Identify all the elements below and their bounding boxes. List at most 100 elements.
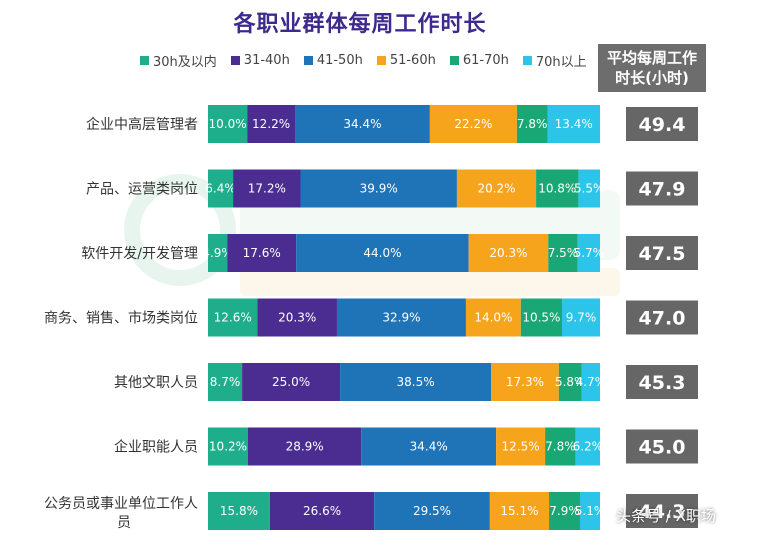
bar-segment	[491, 363, 559, 401]
category-label: 产品、运营类岗位	[86, 182, 198, 198]
bar-data-label: 7.5%	[548, 246, 579, 260]
bar-data-label: 39.9%	[360, 182, 398, 196]
legend-item: 61-70h	[449, 52, 509, 68]
bar-data-label: 20.3%	[278, 311, 316, 325]
bar-data-label: 17.2%	[248, 182, 286, 196]
bar-data-label: 25.0%	[272, 375, 310, 389]
bar-segment	[578, 169, 600, 208]
bar-segment	[300, 169, 457, 208]
bar-segment	[374, 492, 490, 530]
bar-segment	[296, 234, 469, 272]
bar-segment	[233, 169, 301, 208]
category-label: 商务、销售、市场类岗位	[44, 310, 198, 327]
bar-segment	[208, 169, 234, 208]
legend-swatch	[303, 55, 313, 65]
category-label: 公务员或事业单位工作人员	[44, 496, 198, 531]
bar-data-label: 5.1%	[575, 504, 606, 518]
bar-data-label: 38.5%	[396, 375, 434, 389]
average-hours-box	[626, 300, 698, 335]
legend: 30h及以内 31-40h 41-50h 51-60h 61-70h 70h以上	[140, 50, 601, 70]
bar-segment	[536, 169, 579, 208]
bar-data-label: 44.0%	[363, 246, 401, 260]
bar-data-label: 6.2%	[573, 440, 604, 454]
bar-segment	[257, 298, 337, 337]
bar-data-label: 34.4%	[410, 440, 448, 454]
bar-segment	[548, 234, 578, 272]
average-hours-value: 47.0	[639, 308, 686, 330]
bar-segment	[465, 298, 521, 337]
average-hours-box	[626, 236, 698, 270]
legend-swatch	[522, 55, 532, 65]
legend-label: 51-60h	[389, 52, 436, 68]
bar-segment	[208, 363, 243, 401]
bar-data-label: 10.8%	[538, 182, 576, 196]
legend-item: 30h及以内	[140, 51, 217, 70]
bar-segment	[581, 363, 600, 401]
bar-data-label: 17.3%	[506, 375, 544, 389]
bar-data-label: 15.1%	[500, 504, 538, 518]
bar-segment	[561, 298, 600, 337]
bar-data-label: 9.7%	[566, 311, 597, 325]
legend-label: 30h及以内	[153, 54, 217, 70]
bar-segment	[227, 234, 297, 272]
average-hours-box	[626, 429, 698, 464]
legend-label: 61-70h	[462, 52, 509, 68]
legend-swatch	[449, 55, 459, 65]
bar-segment	[580, 492, 600, 530]
average-hours-header: 平均每周工作时长(小时)	[598, 44, 706, 92]
bar-data-label: 4.7%	[576, 375, 607, 389]
bar-segment	[208, 105, 248, 143]
bar-segment	[295, 105, 430, 143]
bar-data-label: 32.9%	[382, 311, 420, 325]
bar-data-label: 17.6%	[243, 246, 281, 260]
bar-data-label: 22.2%	[454, 117, 492, 131]
category-label: 企业中高层管理者	[86, 116, 198, 133]
bar-segment	[549, 492, 581, 530]
legend-label: 41-50h	[316, 52, 363, 68]
bar-data-label: 26.6%	[303, 504, 341, 518]
bar-segment	[340, 363, 492, 401]
bar-data-label: 12.2%	[252, 117, 290, 131]
bar-data-label: 10.0%	[209, 117, 247, 131]
bar-segment	[208, 234, 228, 272]
bar-data-label: 5.8%	[555, 375, 586, 389]
bar-data-label: 10.2%	[209, 440, 247, 454]
bar-segment	[429, 105, 517, 143]
bar-data-label: 20.2%	[477, 182, 515, 196]
bar-segment	[496, 427, 546, 466]
bar-segment	[468, 234, 549, 272]
bar-segment	[269, 492, 375, 530]
average-hours-value: 44.3	[639, 501, 686, 523]
average-hours-value: 47.5	[639, 243, 686, 265]
legend-item: 41-50h	[303, 52, 363, 68]
legend-item: 51-60h	[376, 52, 436, 68]
bar-segment	[336, 298, 466, 337]
legend-item: 31-40h	[230, 52, 290, 68]
bar-data-label: 12.5%	[502, 440, 540, 454]
bar-data-label: 34.4%	[343, 117, 381, 131]
average-hours-box	[626, 365, 698, 399]
bar-segment	[208, 298, 258, 337]
bar-segment	[520, 298, 562, 337]
legend-label: 31-40h	[243, 52, 290, 68]
bar-data-label: 5.5%	[574, 182, 605, 196]
bar-data-label: 28.9%	[286, 440, 324, 454]
bar-data-label: 14.0%	[474, 311, 512, 325]
average-hours-value: 49.4	[639, 114, 686, 136]
bar-segment	[208, 427, 248, 466]
bar-data-label: 29.5%	[413, 504, 451, 518]
legend-swatch	[140, 55, 149, 65]
bar-segment	[516, 105, 548, 143]
bar-segment	[247, 105, 296, 143]
bar-data-label: 5.7%	[574, 246, 605, 260]
category-label: 软件开发/开发管理	[81, 246, 198, 262]
average-hours-value: 47.9	[639, 179, 686, 201]
bar-data-label: 4.9%	[202, 246, 233, 260]
average-hours-value: 45.0	[639, 437, 686, 459]
bar-segment	[242, 363, 341, 401]
bar-data-label: 8.7%	[210, 375, 241, 389]
legend-label: 70h以上	[535, 54, 587, 70]
bar-segment	[489, 492, 550, 530]
bar-segment	[575, 427, 600, 466]
bar-data-label: 7.8%	[517, 117, 548, 131]
